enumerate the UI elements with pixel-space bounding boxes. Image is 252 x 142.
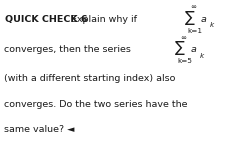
Text: QUICK CHECK 6: QUICK CHECK 6 xyxy=(5,15,88,24)
Text: a: a xyxy=(190,45,196,54)
Text: k: k xyxy=(200,53,204,59)
Text: a: a xyxy=(201,15,207,24)
Text: converges, then the series: converges, then the series xyxy=(4,44,134,54)
Text: (with a different starting index) also: (with a different starting index) also xyxy=(4,74,175,83)
Text: k=1: k=1 xyxy=(188,28,203,34)
Text: ∑: ∑ xyxy=(184,10,195,25)
Text: same value? ◄: same value? ◄ xyxy=(4,125,74,134)
Text: ∑: ∑ xyxy=(175,40,184,55)
Text: ∞: ∞ xyxy=(190,4,196,10)
Text: ∞: ∞ xyxy=(180,35,186,41)
Text: k: k xyxy=(210,22,214,28)
Text: converges. Do the two series have the: converges. Do the two series have the xyxy=(4,100,187,108)
Text: k=5: k=5 xyxy=(178,58,193,64)
Text: Explain why if: Explain why if xyxy=(65,15,140,24)
